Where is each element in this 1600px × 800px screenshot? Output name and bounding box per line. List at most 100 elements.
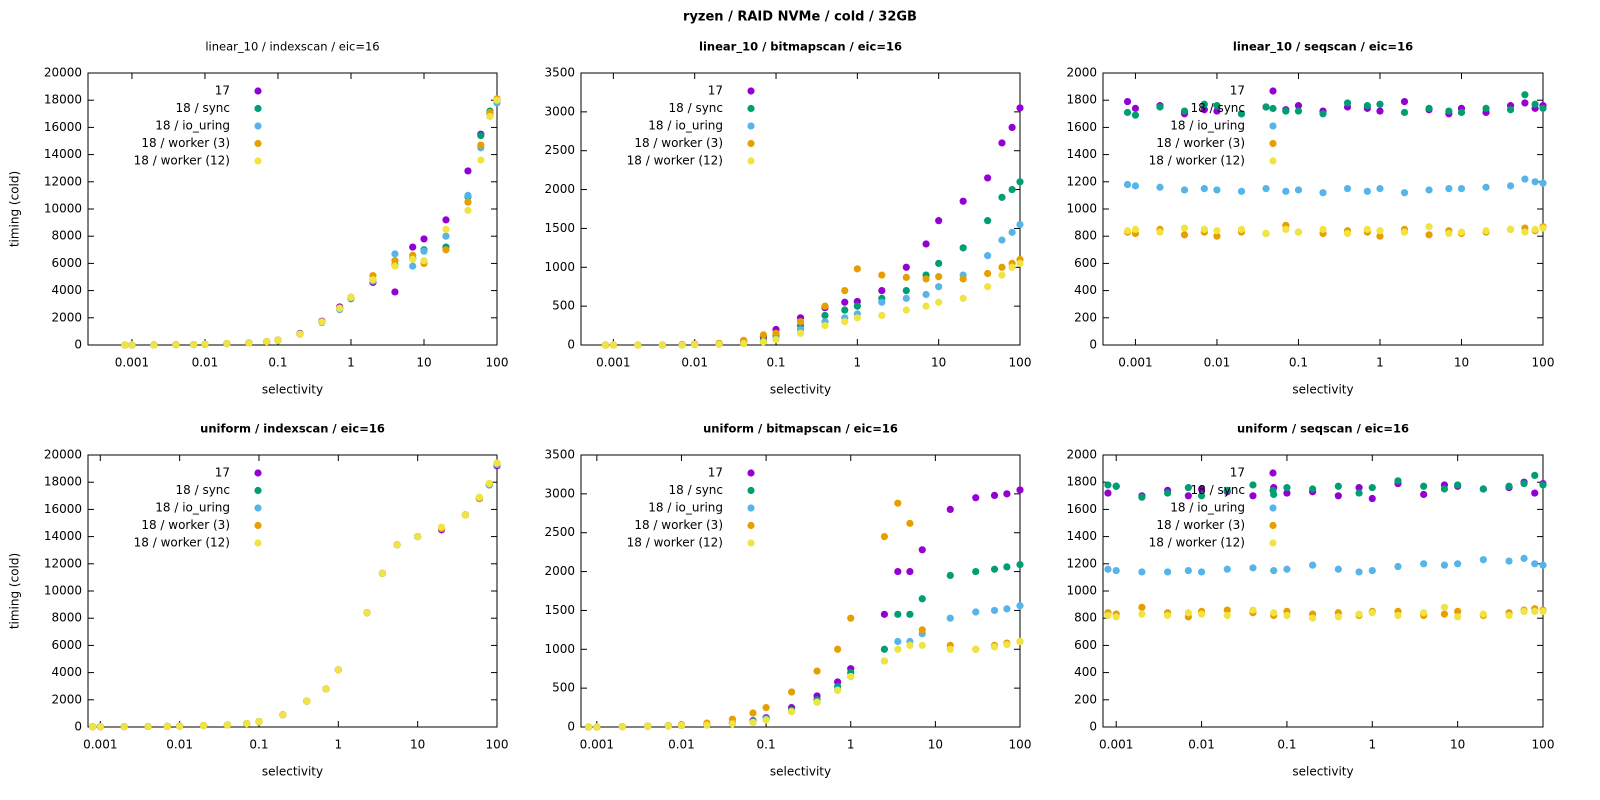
data-point	[1123, 227, 1132, 235]
data-point	[1008, 185, 1016, 194]
data-point	[847, 614, 855, 622]
y-tick-label: 10000	[44, 584, 82, 598]
data-point	[1505, 557, 1513, 565]
data-point	[1008, 228, 1016, 236]
data-point	[1138, 603, 1146, 611]
data-point	[1131, 104, 1140, 112]
data-point	[1213, 107, 1221, 115]
data-point	[1376, 107, 1384, 115]
data-point	[409, 255, 417, 263]
data-point	[990, 565, 999, 573]
data-point	[279, 711, 287, 719]
legend-label: 17	[708, 466, 723, 480]
data-point	[922, 302, 930, 310]
data-point	[609, 341, 617, 349]
x-tick-label: 0.001	[83, 738, 117, 752]
data-point	[935, 273, 943, 281]
x-tick-label: 0.1	[757, 738, 776, 752]
legend-label: 18 / sync	[176, 483, 231, 497]
panel: linear_10 / seqscan / eic=16 selectivity 0…	[1066, 40, 1554, 397]
data-point	[1213, 102, 1221, 110]
x-tick-label: 1	[1368, 738, 1376, 752]
legend-marker	[1269, 104, 1277, 113]
data-point	[1400, 97, 1409, 106]
data-point	[1394, 611, 1402, 620]
data-point	[894, 610, 902, 618]
data-point	[1112, 482, 1120, 490]
y-tick-label: 0	[567, 720, 575, 734]
data-point	[1482, 227, 1490, 235]
legend-label: 18 / sync	[669, 483, 724, 497]
data-point	[121, 341, 129, 349]
data-point	[1008, 263, 1016, 271]
y-tick-label: 2000	[544, 564, 575, 578]
legend-label: 18 / worker (12)	[134, 154, 230, 168]
data-point	[1531, 471, 1539, 479]
data-point	[1400, 108, 1409, 117]
x-tick-label: 10	[1454, 356, 1469, 370]
data-point	[1164, 611, 1172, 620]
data-point	[1197, 485, 1206, 493]
data-point	[946, 505, 954, 513]
data-point	[1355, 484, 1363, 492]
data-point	[393, 541, 401, 549]
x-tick-label: 10	[416, 356, 431, 370]
data-point	[1334, 613, 1342, 621]
y-tick-label: 3500	[544, 66, 575, 80]
data-point	[984, 217, 992, 225]
data-point	[1400, 228, 1409, 236]
data-point	[1294, 102, 1303, 110]
panel: uniform / seqscan / eic=16 selectivity 0 20…	[1066, 422, 1554, 779]
data-point	[1376, 232, 1384, 240]
data-point	[1368, 484, 1376, 492]
data-point	[150, 341, 158, 349]
data-point	[902, 263, 910, 271]
data-point	[618, 723, 626, 731]
panel-title: uniform / bitmapscan / eic=16	[703, 422, 898, 436]
x-tick-label: 10	[931, 356, 946, 370]
y-tick-label: 1400	[1066, 529, 1097, 543]
data-point	[1445, 229, 1453, 238]
data-point	[878, 287, 886, 295]
y-tick-label: 10000	[44, 202, 82, 216]
legend-label: 17	[1230, 466, 1245, 480]
x-tick-label: 0.1	[1277, 738, 1296, 752]
legend-marker	[747, 504, 755, 512]
data-point	[946, 571, 954, 580]
data-point	[1376, 100, 1384, 108]
data-point	[391, 250, 399, 258]
x-tick-label: 1	[347, 356, 355, 370]
data-point	[486, 112, 494, 121]
data-point	[1479, 485, 1487, 493]
data-point	[336, 304, 344, 312]
y-tick-label: 0	[1089, 338, 1097, 352]
data-point	[1454, 607, 1462, 616]
data-point	[409, 243, 417, 251]
y-tick-label: 2000	[51, 310, 82, 324]
legend-label: 17	[215, 84, 230, 98]
data-point	[984, 252, 992, 260]
data-point	[334, 666, 342, 674]
data-point	[821, 311, 829, 320]
data-point	[984, 283, 992, 291]
y-tick-label: 20000	[44, 448, 82, 462]
data-point	[1520, 479, 1528, 488]
y-tick-label: 1800	[1066, 475, 1097, 489]
data-point	[1294, 107, 1303, 115]
x-tick-label: 100	[1532, 356, 1555, 370]
data-point	[759, 331, 768, 339]
legend-marker	[1269, 486, 1277, 495]
data-point	[1016, 178, 1024, 186]
x-tick-label: 0.1	[249, 738, 268, 752]
legend-label: 18 / sync	[669, 101, 724, 115]
legend-label: 18 / worker (3)	[1156, 518, 1245, 532]
data-point	[163, 722, 171, 730]
data-point	[1164, 489, 1172, 497]
data-point	[442, 246, 450, 254]
data-point	[813, 698, 821, 706]
data-point	[1131, 111, 1140, 119]
data-point	[1213, 232, 1221, 240]
data-point	[1223, 611, 1231, 620]
data-point	[1003, 605, 1011, 613]
